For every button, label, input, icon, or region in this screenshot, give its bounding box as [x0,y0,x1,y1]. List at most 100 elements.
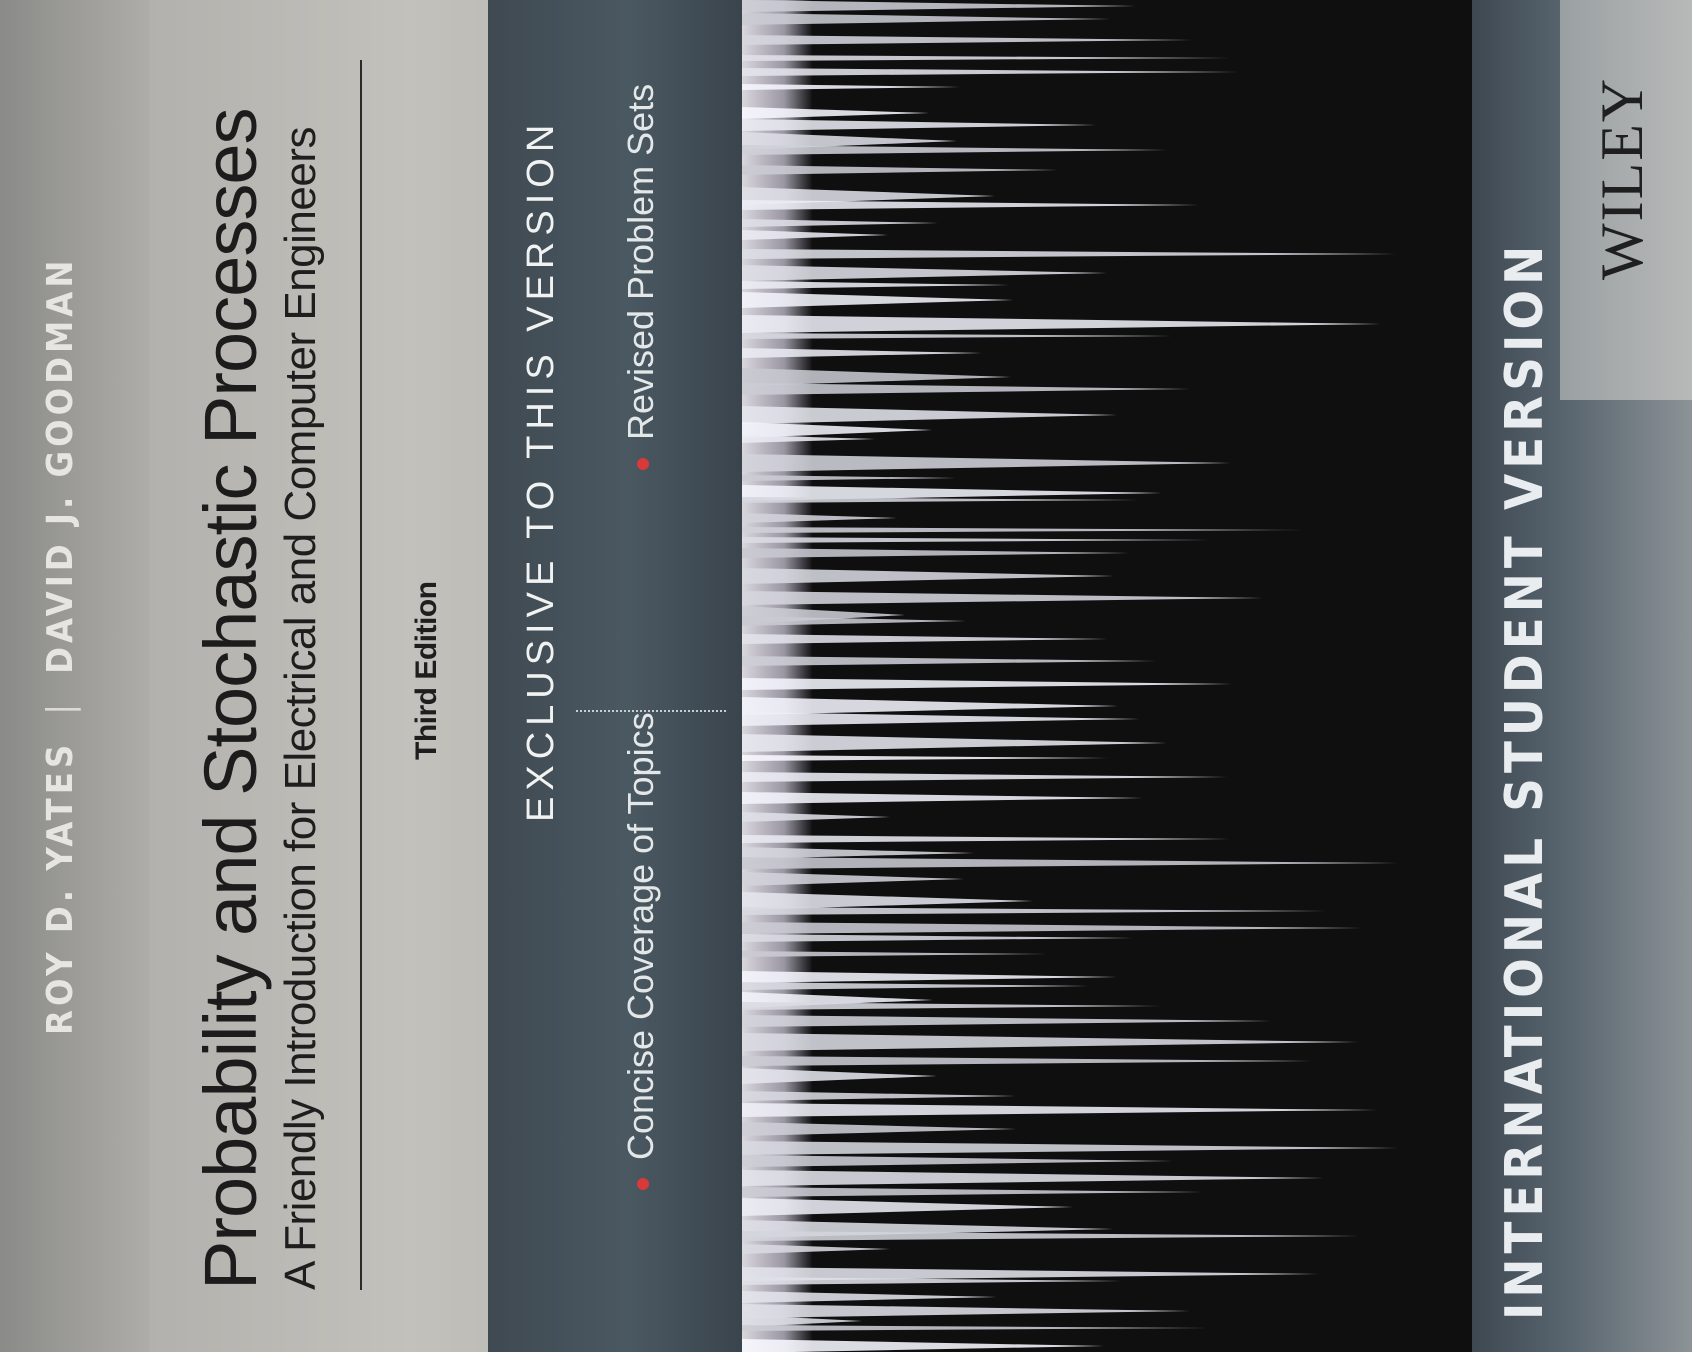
icicle [742,84,960,90]
icicle [742,422,932,438]
icicle [742,1198,1073,1216]
icicle [742,982,1088,990]
exclusive-band [488,0,743,1352]
icicle [742,812,890,822]
icicle [742,435,875,443]
icicle [742,907,1326,915]
icicle [742,971,1117,983]
author-separator: | [40,699,81,715]
icicle [742,1315,862,1327]
icicle [742,634,1108,644]
icicle [742,55,1230,61]
icicle [742,872,964,886]
icicle [742,857,1399,869]
icicle [742,292,1013,308]
icicle [742,712,1140,726]
book-subtitle: A Friendly Introduction for Electrical a… [276,127,325,1290]
icicle [742,230,888,240]
icicle [742,145,1168,155]
icicle [742,568,1114,584]
author-1: ROY D. YATES [40,740,81,1035]
icicle [742,1291,997,1303]
icicle [742,200,1199,210]
icicle [742,368,1011,386]
icicle [742,1187,1203,1197]
icicle [742,1002,1162,1010]
icicle [742,281,1009,289]
icicle [742,165,1058,175]
icicle [742,697,1118,715]
icicle [742,847,974,859]
icicle [742,219,938,227]
icicle [742,772,1227,782]
icicle [742,119,1096,131]
icicle [742,1339,1104,1352]
icicle [742,383,1190,395]
icicle [742,1325,1208,1331]
icicle [742,315,1381,333]
icicle [742,934,1133,942]
icicle [742,734,1167,752]
publisher-logo: WILEY [1589,76,1655,280]
icicle [742,951,1047,957]
icicle [742,1091,1016,1101]
exclusive-heading: EXCLUSIVE TO THIS VERSION [520,118,562,822]
feature-item: Concise Coverage of Topics [620,712,662,1190]
icicle-photo [742,0,1472,1352]
icicle [742,1304,1190,1318]
icicle [742,1244,890,1254]
icicle [742,591,1263,605]
icicle [742,406,1117,424]
icicle [742,548,1129,558]
icicle [742,333,1172,339]
bullet-icon [637,458,650,470]
title-divider [360,60,362,1290]
feature-label: Concise Coverage of Topics [620,712,661,1160]
icicle [742,835,1230,843]
icicle [742,1056,1311,1066]
icicle [742,616,966,626]
icicle [742,13,1110,25]
icicle [742,0,1136,12]
book-title: Probability and Stochastic Processes [189,108,272,1291]
bullet-icon [637,1178,650,1190]
icicle [742,1015,1272,1027]
title-band [150,0,520,1352]
feature-item: Revised Problem Sets [620,84,662,470]
authors-band [0,0,150,1352]
author-2: DAVID J. GOODMAN [40,256,81,674]
icicle [742,678,1232,690]
icicle [742,656,1157,666]
icicle [742,792,1143,804]
icicle [742,68,1238,76]
icicle [742,892,1033,910]
icicle [742,922,1362,934]
author-names: ROY D. YATES | DAVID J. GOODMAN [40,257,81,1035]
icicle [742,348,982,358]
icicle [742,107,929,119]
icicle [742,35,1192,45]
icicle [742,1068,937,1084]
icicle [742,265,1107,281]
icicle [742,1103,1377,1117]
icicle [742,1033,1358,1051]
icicle [742,513,897,523]
icicle [742,454,1231,472]
icicle [742,1231,1359,1241]
icicle [742,1122,1016,1136]
icicle [742,1155,1173,1167]
icicle [742,1170,1324,1186]
icicle [742,249,1396,259]
feature-label: Revised Problem Sets [620,83,661,440]
icicle [742,1141,1400,1155]
publisher-band [1560,0,1692,400]
icicle [742,527,1304,533]
feature-divider [576,710,726,712]
icicle [742,1277,1121,1285]
student-version-banner: INTERNATIONAL STUDENT VERSION [1495,240,1555,1320]
icicle [742,537,1211,543]
icicle [742,475,956,481]
edition-label: Third Edition [410,581,443,760]
icicle [742,497,1138,503]
icicle [742,755,1108,761]
